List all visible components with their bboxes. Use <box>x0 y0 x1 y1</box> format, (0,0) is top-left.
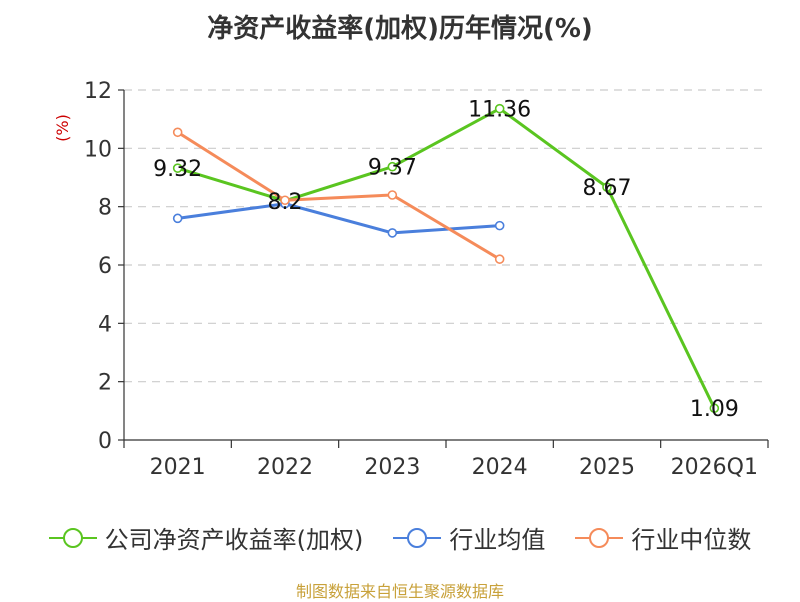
y-tick-label: 0 <box>98 429 112 454</box>
data-point-company <box>709 403 720 414</box>
x-tick-label: 2022 <box>257 455 313 480</box>
x-tick-label: 2021 <box>150 455 206 480</box>
x-tick-label: 2025 <box>579 455 635 480</box>
x-tick-label: 2024 <box>472 455 528 480</box>
data-label: 9.37 <box>368 156 417 181</box>
series-line-company <box>177 107 716 409</box>
y-tick-label: 8 <box>98 196 112 221</box>
data-point-industry_median <box>494 254 505 264</box>
series-line-industry_avg <box>177 202 500 235</box>
y-tick-label: 2 <box>98 371 112 396</box>
data-point-company <box>602 182 612 192</box>
data-labels: 9.32 8.2 9.37 11.36 8.67 1.09 <box>153 98 739 423</box>
legend-marker-company <box>48 527 97 548</box>
series-line-industry_median <box>176 131 501 261</box>
data-point-industry_median <box>172 127 183 138</box>
y-axis-label: (%) <box>53 114 72 142</box>
legend-item-company[interactable]: 公司净资产收益率(加权) <box>48 520 364 555</box>
legend-label-industry-avg: 行业均值 <box>449 526 546 554</box>
data-point-industry_avg <box>172 213 183 224</box>
data-point-company <box>172 163 183 173</box>
data-point-company <box>494 103 505 114</box>
legend-label-company: 公司净资产收益率(加权) <box>104 526 364 554</box>
data-point-industry_median <box>387 190 398 200</box>
data-label: 8.2 <box>268 190 303 215</box>
y-tick-label: 10 <box>84 137 112 162</box>
legend-item-industry-avg[interactable]: 行业均值 <box>393 520 545 555</box>
data-label: 8.67 <box>583 176 632 201</box>
y-tick-label: 6 <box>98 254 112 279</box>
data-point-industry_avg <box>494 220 505 231</box>
legend-label-industry-median: 行业中位数 <box>631 526 752 554</box>
legend-marker-industry-median <box>575 527 624 548</box>
chart-title: 净资产收益率(加权)历年情况(%) <box>207 14 593 44</box>
x-tick-label: 2026Q1 <box>671 455 758 480</box>
data-point-industry_median <box>280 195 290 206</box>
data-point-company <box>387 161 398 172</box>
y-tick-label: 4 <box>98 312 112 337</box>
source-footer: 制图数据来自恒生聚源数据库 <box>295 582 504 601</box>
gridlines <box>124 89 768 383</box>
series-lines <box>172 103 720 414</box>
data-label: 9.32 <box>153 157 202 182</box>
data-label: 11.36 <box>468 98 531 123</box>
data-point-industry_avg <box>387 228 398 238</box>
y-tick-label: 12 <box>84 79 112 104</box>
legend-marker-industry-avg <box>393 527 442 548</box>
x-tick-label: 2023 <box>364 455 420 480</box>
axes: 0 2 4 6 8 10 12 2021 2022 2023 2024 2025 2026Q1 <box>84 79 769 480</box>
legend-item-industry-median[interactable]: 行业中位数 <box>575 520 751 555</box>
legend: 公司净资产收益率(加权) 行业均值 行业中位数 <box>0 520 800 555</box>
data-label: 1.09 <box>690 397 739 422</box>
